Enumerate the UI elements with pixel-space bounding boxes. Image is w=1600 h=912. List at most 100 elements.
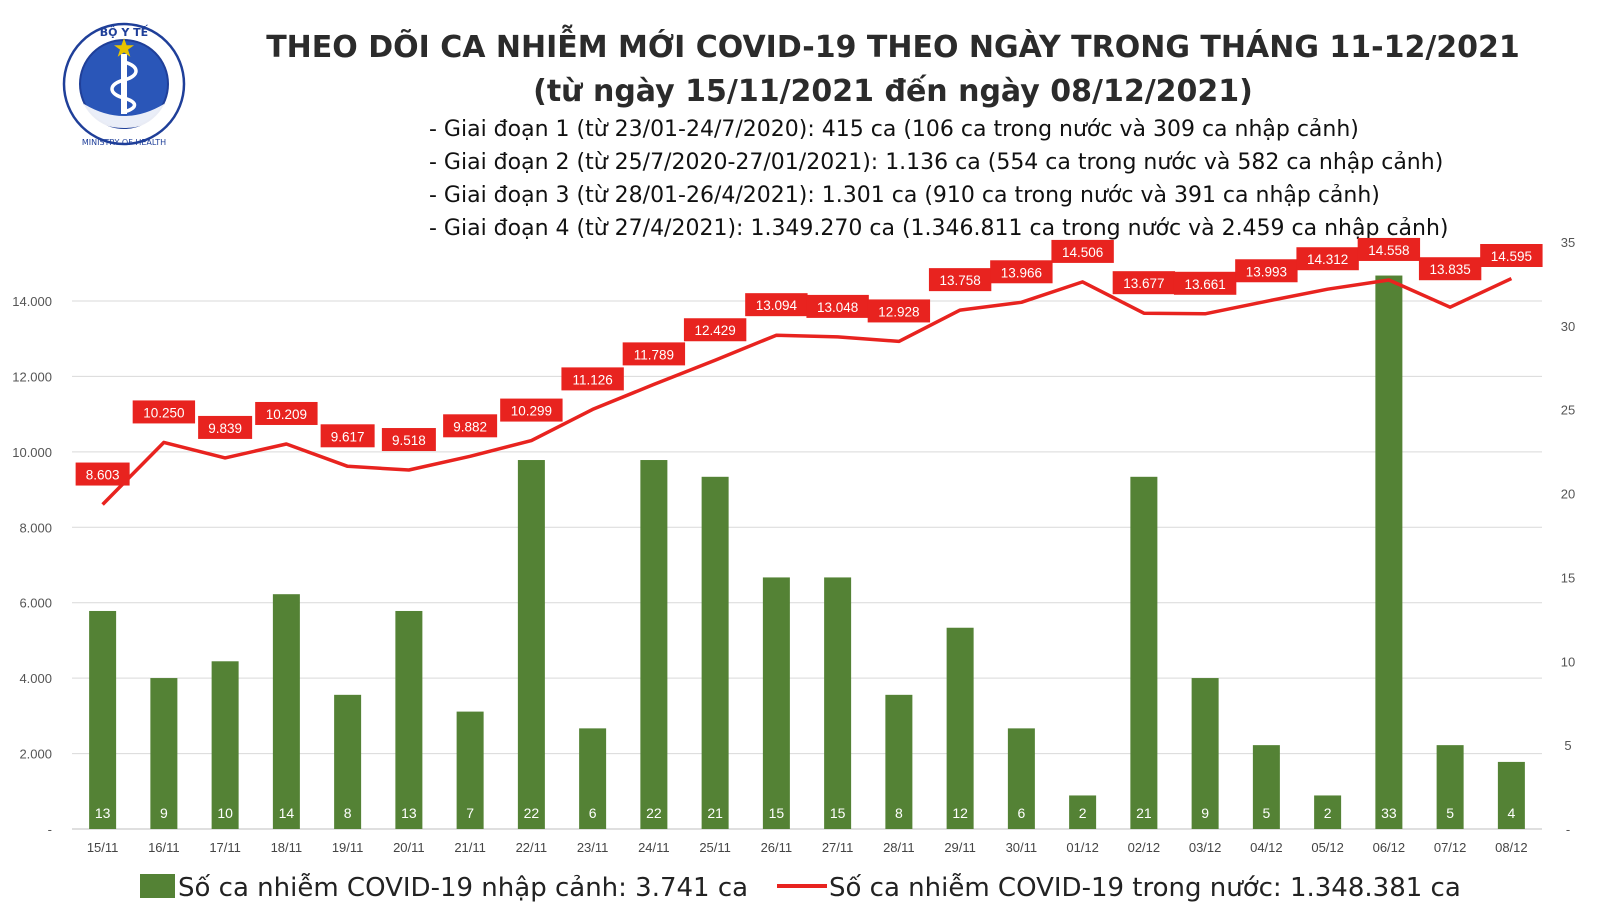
- bar: [272, 594, 300, 829]
- bar-data-label: 15: [830, 805, 846, 821]
- bar: [701, 476, 729, 829]
- line-data-label: 14.595: [1491, 249, 1532, 264]
- x-tick-label: 04/12: [1250, 840, 1283, 855]
- line-data-label: 13.661: [1184, 277, 1225, 292]
- star-icon: [114, 38, 134, 57]
- bar-data-label: 9: [160, 805, 168, 821]
- x-tick-label: 05/12: [1311, 840, 1344, 855]
- line-data-label: 14.558: [1368, 243, 1409, 258]
- x-tick-label: 30/11: [1006, 840, 1038, 855]
- y-left-tick-label: -: [48, 822, 52, 837]
- y-right-tick-label: -: [1566, 822, 1570, 837]
- bar: [885, 694, 913, 829]
- bar: [1436, 745, 1464, 829]
- line-data-label-box: [381, 428, 436, 452]
- y-left-tick-label: 12.000: [12, 369, 52, 384]
- line-data-label: 13.758: [939, 273, 980, 288]
- line-data-label: 10.209: [266, 407, 307, 422]
- x-axis: 15/11 16/11 17/11 18/11 19/11 20/11 21/11 22/11…: [87, 840, 1528, 855]
- line-data-label: 12.429: [694, 323, 735, 338]
- legend-bar-label: Số ca nhiễm COVID-19 nhập cảnh: 3.741 ca: [178, 872, 748, 903]
- note-phase-4: - Giai đoạn 4 (từ 27/4/2021): 1.349.270 …: [429, 216, 1449, 241]
- line-data-label-box: [561, 367, 624, 391]
- bar: [1314, 795, 1342, 829]
- bar: [334, 694, 362, 829]
- x-tick-label: 18/11: [271, 840, 303, 855]
- bar-data-label: 21: [1136, 805, 1152, 821]
- line-data-label: 14.312: [1307, 252, 1348, 267]
- x-tick-label: 25/11: [699, 840, 731, 855]
- line-data-label-box: [1418, 257, 1482, 281]
- legend-line-label: Số ca nhiễm COVID-19 trong nước: 1.348.3…: [829, 872, 1461, 903]
- bar: [517, 460, 545, 829]
- line-data-label-box: [132, 400, 196, 424]
- bar: [1375, 275, 1403, 829]
- x-tick-label: 27/11: [822, 840, 854, 855]
- line-data-label: 14.506: [1062, 245, 1103, 260]
- chart-title: THEO DÕI CA NHIỄM MỚI COVID-19 THEO NGÀY…: [266, 24, 1520, 65]
- x-tick-label: 21/11: [454, 840, 486, 855]
- bar-series-imported: 13 9 10 14 8 13 7 22 6 22 21 15 15 8 12 6 2 21 9 5 2 33 5 4: [89, 275, 1525, 829]
- bar: [1130, 476, 1158, 829]
- x-tick-label: 19/11: [332, 840, 364, 855]
- gridlines: [72, 300, 1542, 830]
- bar: [762, 577, 790, 829]
- note-phase-3: - Giai đoạn 3 (từ 28/01-26/4/2021): 1.30…: [429, 183, 1380, 208]
- bar-data-label: 8: [895, 805, 903, 821]
- bar: [456, 711, 484, 829]
- x-tick-label: 26/11: [761, 840, 793, 855]
- line-data-label-box: [320, 424, 375, 448]
- line-data-label: 11.789: [634, 347, 674, 362]
- bar: [1252, 745, 1280, 829]
- x-tick-label: 15/11: [87, 840, 119, 855]
- line-data-label-box: [1235, 259, 1298, 283]
- bar-data-label: 8: [344, 805, 352, 821]
- line-data-label: 12.928: [878, 304, 919, 319]
- bar: [1007, 728, 1035, 829]
- y-left-tick-label: 6.000: [19, 596, 52, 611]
- bar-data-label: 15: [769, 805, 785, 821]
- bar-data-label: 2: [1079, 805, 1087, 821]
- y-right-tick-label: 25: [1561, 403, 1575, 418]
- bar-data-label: 21: [707, 805, 723, 821]
- bar-data-label: 10: [217, 805, 233, 821]
- line-data-label-box: [1480, 244, 1543, 267]
- legend: Số ca nhiễm COVID-19 nhập cảnh: 3.741 ca…: [140, 872, 1461, 903]
- bar-data-label: 22: [524, 805, 540, 821]
- bar-data-label: 5: [1262, 805, 1270, 821]
- line-data-label-box: [990, 260, 1053, 284]
- bar-data-label: 14: [279, 805, 295, 821]
- line-data-label-box: [745, 293, 808, 317]
- line-series-domestic: 8.603 10.250 9.839 10.209 9.617 9.518 9.882 10.…: [75, 237, 1543, 506]
- y-left-tick-label: 4.000: [19, 671, 52, 686]
- y-right-tick-label: 35: [1561, 235, 1575, 250]
- x-tick-label: 02/12: [1128, 840, 1161, 855]
- y-axis-left: - 2.000 4.000 6.000 8.000 10.000 12.000 14.000: [12, 294, 52, 837]
- chart-subtitle: (từ ngày 15/11/2021 đến ngày 08/12/2021): [533, 74, 1253, 109]
- bar-data-label: 9: [1201, 805, 1209, 821]
- bar-data-label: 22: [646, 805, 662, 821]
- line-data-label: 9.839: [208, 421, 242, 436]
- x-tick-label: 03/12: [1189, 840, 1222, 855]
- x-tick-label: 28/11: [883, 840, 915, 855]
- line-data-label: 13.966: [1001, 265, 1042, 280]
- staff-icon: [121, 54, 127, 114]
- series-line: [101, 277, 1513, 506]
- y-left-tick-label: 14.000: [12, 294, 52, 309]
- bar-data-label: 5: [1446, 805, 1454, 821]
- line-data-label-box: [198, 415, 253, 439]
- bar-data-label: 13: [401, 805, 417, 821]
- x-tick-label: 23/11: [577, 840, 609, 855]
- line-data-label-box: [928, 268, 992, 292]
- bar: [824, 577, 852, 829]
- x-tick-label: 29/11: [944, 840, 976, 855]
- x-tick-label: 24/11: [638, 840, 670, 855]
- line-data-label: 13.835: [1429, 262, 1470, 277]
- y-right-tick-label: 5: [1564, 738, 1571, 753]
- bar: [1069, 795, 1097, 829]
- bar: [395, 610, 423, 829]
- x-tick-label: 22/11: [516, 840, 548, 855]
- line-data-label-box: [683, 318, 747, 342]
- line-data-label-box: [443, 414, 498, 438]
- bar: [946, 627, 974, 829]
